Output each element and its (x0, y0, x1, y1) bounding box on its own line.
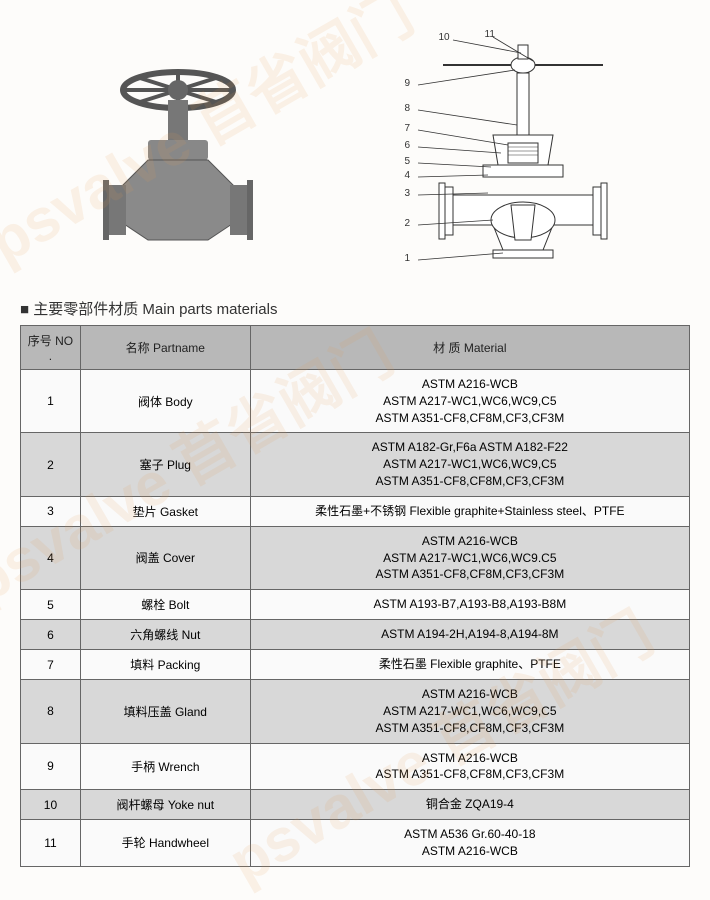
parts-table: 序号 NO . 名称 Partname 材 质 Material 1阀体 Bod… (20, 325, 690, 867)
cell-no: 2 (21, 433, 81, 496)
cell-material: ASTM A182-Gr,F6a ASTM A182-F22ASTM A217-… (250, 433, 689, 496)
header-name: 名称 Partname (80, 326, 250, 370)
table-row: 8填料压盖 GlandASTM A216-WCBASTM A217-WC1,WC… (21, 680, 690, 743)
table-row: 5螺栓 BoltASTM A193-B7,A193-B8,A193-B8M (21, 590, 690, 620)
callout-1: 1 (405, 253, 411, 264)
table-row: 4阀盖 CoverASTM A216-WCBASTM A217-WC1,WC6,… (21, 526, 690, 589)
cell-name: 塞子 Plug (80, 433, 250, 496)
table-row: 3垫片 Gasket柔性石墨+不锈钢 Flexible graphite+Sta… (21, 496, 690, 526)
cell-material: ASTM A194-2H,A194-8,A194-8M (250, 620, 689, 650)
images-row: 1 2 3 4 5 6 7 8 9 10 11 (0, 0, 710, 290)
table-row: 2塞子 PlugASTM A182-Gr,F6a ASTM A182-F22AS… (21, 433, 690, 496)
cell-no: 7 (21, 650, 81, 680)
table-row: 10阀杆螺母 Yoke nut铜合金 ZQA19-4 (21, 790, 690, 820)
valve-photo (78, 30, 278, 270)
cell-material: ASTM A216-WCBASTM A351-CF8,CF8M,CF3,CF3M (250, 743, 689, 790)
table-row: 7填料 Packing柔性石墨 Flexible graphite、PTFE (21, 650, 690, 680)
callout-10: 10 (439, 32, 450, 43)
cell-material: 柔性石墨 Flexible graphite、PTFE (250, 650, 689, 680)
cell-name: 阀盖 Cover (80, 526, 250, 589)
cell-no: 8 (21, 680, 81, 743)
callout-9: 9 (405, 78, 411, 89)
cell-material: 铜合金 ZQA19-4 (250, 790, 689, 820)
cell-name: 手柄 Wrench (80, 743, 250, 790)
cell-name: 螺栓 Bolt (80, 590, 250, 620)
table-row: 11手轮 HandwheelASTM A536 Gr.60-40-18ASTM … (21, 820, 690, 867)
cell-name: 阀体 Body (80, 370, 250, 433)
callout-4: 4 (405, 170, 411, 181)
cell-material: 柔性石墨+不锈钢 Flexible graphite+Stainless ste… (250, 496, 689, 526)
cell-name: 垫片 Gasket (80, 496, 250, 526)
callout-8: 8 (405, 103, 411, 114)
cell-material: ASTM A216-WCBASTM A217-WC1,WC6,WC9,C5AST… (250, 370, 689, 433)
cell-no: 6 (21, 620, 81, 650)
cell-material: ASTM A216-WCBASTM A217-WC1,WC6,WC9,C5AST… (250, 680, 689, 743)
valve-diagram: 1 2 3 4 5 6 7 8 9 10 11 (373, 25, 633, 275)
callout-2: 2 (405, 218, 411, 229)
cell-name: 阀杆螺母 Yoke nut (80, 790, 250, 820)
header-no: 序号 NO . (21, 326, 81, 370)
cell-name: 填料压盖 Gland (80, 680, 250, 743)
cell-no: 10 (21, 790, 81, 820)
cell-no: 1 (21, 370, 81, 433)
cell-name: 手轮 Handwheel (80, 820, 250, 867)
cell-material: ASTM A193-B7,A193-B8,A193-B8M (250, 590, 689, 620)
header-material: 材 质 Material (250, 326, 689, 370)
cell-no: 3 (21, 496, 81, 526)
callout-7: 7 (405, 123, 411, 134)
cell-material: ASTM A216-WCBASTM A217-WC1,WC6,WC9.C5AST… (250, 526, 689, 589)
cell-name: 填料 Packing (80, 650, 250, 680)
cell-no: 9 (21, 743, 81, 790)
cell-no: 11 (21, 820, 81, 867)
cell-no: 5 (21, 590, 81, 620)
cell-no: 4 (21, 526, 81, 589)
table-header-row: 序号 NO . 名称 Partname 材 质 Material (21, 326, 690, 370)
section-title: ■ 主要零部件材质 Main parts materials (0, 290, 710, 325)
table-row: 9手柄 WrenchASTM A216-WCBASTM A351-CF8,CF8… (21, 743, 690, 790)
callout-3: 3 (405, 188, 411, 199)
cell-material: ASTM A536 Gr.60-40-18ASTM A216-WCB (250, 820, 689, 867)
callout-6: 6 (405, 140, 411, 151)
cell-name: 六角螺线 Nut (80, 620, 250, 650)
section-title-text: ■ 主要零部件材质 Main parts materials (20, 298, 277, 319)
table-row: 1阀体 BodyASTM A216-WCBASTM A217-WC1,WC6,W… (21, 370, 690, 433)
callout-5: 5 (405, 156, 411, 167)
table-row: 6六角螺线 NutASTM A194-2H,A194-8,A194-8M (21, 620, 690, 650)
callout-11: 11 (485, 29, 495, 40)
